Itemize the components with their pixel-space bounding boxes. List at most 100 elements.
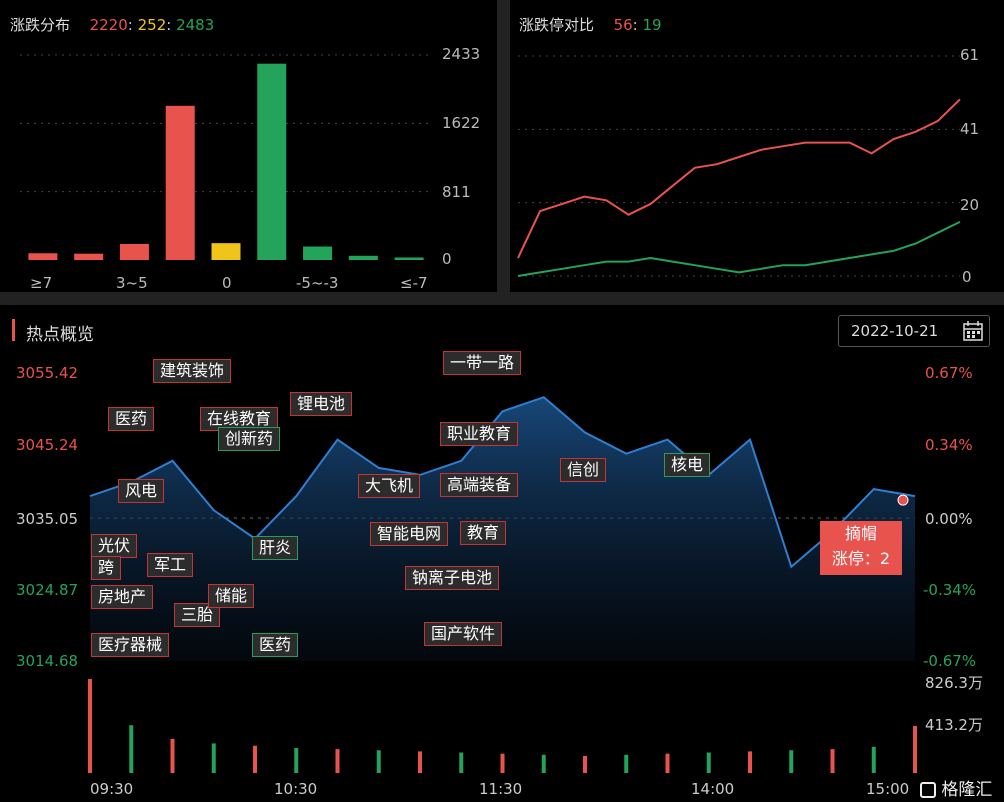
- bar: [394, 257, 424, 260]
- distribution-chart: [20, 54, 432, 260]
- sector-tag[interactable]: 跨: [91, 556, 122, 580]
- date-value: 2022-10-21: [851, 322, 939, 340]
- volume-bar: [541, 754, 546, 773]
- sector-tag[interactable]: 储能: [208, 584, 255, 608]
- limit-ytick: 0: [962, 268, 972, 286]
- dist-xtick: -5~-3: [296, 274, 339, 292]
- bar: [348, 255, 378, 260]
- bar: [74, 253, 104, 260]
- watermark: 格隆汇: [920, 775, 992, 800]
- bar: [257, 63, 287, 260]
- volume-bar: [376, 750, 381, 773]
- pct-tick: -0.67%: [923, 652, 977, 670]
- volume-bar: [830, 749, 835, 773]
- watermark-text: 格隆汇: [941, 780, 993, 800]
- dist-ytick: 0: [442, 250, 452, 268]
- volume-tick: 413.2万: [925, 716, 983, 734]
- sector-tag[interactable]: 风电: [118, 479, 165, 503]
- time-tick: 10:30: [274, 780, 318, 798]
- limit-panel: 涨跌停对比 56: 19 61 41 20 0: [510, 0, 1004, 292]
- dist-xtick: 3~5: [116, 274, 148, 292]
- series-line: [517, 221, 961, 277]
- sector-tag[interactable]: 医药: [108, 407, 155, 431]
- hot-title: 热点概览: [26, 325, 94, 345]
- price-line: [89, 396, 916, 569]
- sector-tag[interactable]: 大飞机: [358, 474, 421, 498]
- sector-tag[interactable]: 肝炎: [252, 536, 299, 560]
- volume-bar: [170, 738, 175, 773]
- pct-tick: 0.67%: [925, 364, 973, 382]
- limit-ytick: 61: [960, 46, 980, 64]
- limit-up-count: 56: [613, 16, 633, 34]
- limit-ytick: 20: [960, 196, 980, 214]
- sector-tag[interactable]: 钠离子电池: [405, 566, 500, 590]
- sector-tag[interactable]: 信创: [560, 458, 607, 482]
- time-tick: 15:00: [866, 780, 910, 798]
- sector-tag[interactable]: 核电: [664, 453, 711, 477]
- volume-bar: [665, 753, 670, 773]
- pct-tick: 0.00%: [925, 510, 973, 528]
- callout-value: 涨停：2: [831, 549, 891, 568]
- flat-count: 252: [137, 16, 167, 34]
- pct-tick: -0.34%: [923, 581, 977, 599]
- last-price-dot: [897, 494, 909, 506]
- bar: [119, 243, 149, 260]
- dist-xtick: ≥7: [30, 274, 53, 292]
- dist-xtick: ≤-7: [400, 274, 428, 292]
- volume-bar: [748, 751, 752, 773]
- pct-tick: 0.34%: [925, 436, 973, 454]
- limit-chart: [517, 55, 961, 277]
- price-tick: 3055.42: [16, 364, 79, 382]
- logo-icon: [920, 782, 936, 798]
- price-tick: 3024.87: [16, 581, 79, 599]
- sector-tag[interactable]: 国产软件: [424, 622, 503, 646]
- dist-ytick: 1622: [442, 114, 481, 132]
- sector-tag[interactable]: 职业教育: [440, 422, 519, 446]
- volume-bar: [583, 755, 587, 773]
- limit-ytick: 41: [960, 120, 980, 138]
- sector-tag[interactable]: 医药: [252, 633, 299, 657]
- sector-tag[interactable]: 创新药: [218, 427, 281, 451]
- volume-bar: [335, 749, 340, 773]
- sector-tag[interactable]: 建筑装饰: [153, 359, 232, 383]
- down-count: 2483: [176, 16, 215, 34]
- volume-bar: [294, 747, 299, 773]
- sector-tag[interactable]: 军工: [147, 553, 194, 577]
- bar: [303, 246, 333, 260]
- sector-tag[interactable]: 房地产: [91, 585, 154, 609]
- up-count: 2220: [89, 16, 128, 34]
- limit-title: 涨跌停对比: [519, 16, 595, 34]
- limit-down-count: 19: [642, 16, 662, 34]
- volume-bar: [253, 745, 257, 773]
- calendar-icon[interactable]: [963, 321, 983, 341]
- sector-tag[interactable]: 医疗器械: [91, 633, 170, 657]
- bar: [165, 105, 195, 260]
- series-line: [517, 98, 961, 259]
- volume-bar: [624, 754, 629, 773]
- volume-bar: [211, 743, 216, 773]
- sector-tag[interactable]: 一带一路: [443, 351, 522, 375]
- date-picker[interactable]: 2022-10-21: [838, 315, 990, 347]
- time-tick: 14:00: [691, 780, 735, 798]
- sector-tag[interactable]: 教育: [460, 521, 507, 545]
- limit-up-callout[interactable]: 摘帽 涨停：2: [820, 521, 902, 575]
- volume-bar: [418, 751, 422, 773]
- sector-tag[interactable]: 锂电池: [290, 392, 353, 416]
- distribution-panel: 涨跌分布 2220: 252: 2483 2433 1622 811 0 ≥7 …: [0, 0, 497, 292]
- bar: [28, 253, 58, 260]
- sector-tag[interactable]: 光伏: [91, 534, 138, 558]
- time-tick: 11:30: [479, 780, 523, 798]
- sector-tag[interactable]: 高端装备: [440, 473, 519, 497]
- dist-ytick: 811: [442, 183, 471, 201]
- dist-xtick: 0: [222, 274, 232, 292]
- volume-bar: [129, 725, 134, 773]
- distribution-title: 涨跌分布: [10, 16, 71, 34]
- price-tick: 3045.24: [16, 436, 79, 454]
- volume-bar: [871, 746, 876, 773]
- price-tick: 3014.68: [16, 652, 79, 670]
- time-tick: 09:30: [90, 780, 134, 798]
- volume-bar: [789, 750, 794, 773]
- volume-tick: 826.3万: [925, 674, 983, 692]
- sector-tag[interactable]: 智能电网: [370, 522, 449, 546]
- bar: [211, 243, 241, 260]
